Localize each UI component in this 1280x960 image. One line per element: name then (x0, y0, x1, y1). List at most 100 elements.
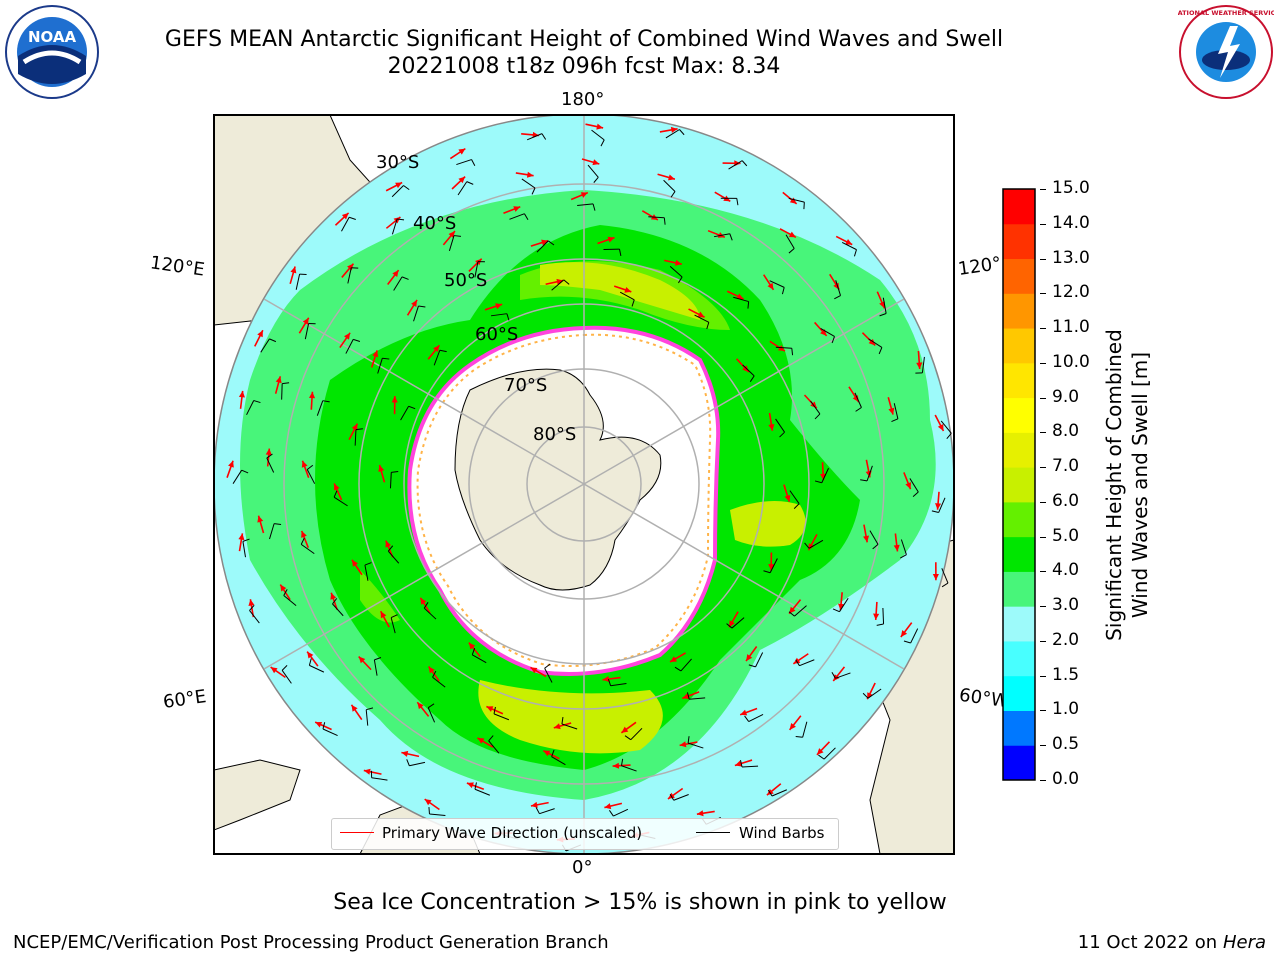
wave-arrow-head (351, 704, 358, 712)
wind-barb-flag (686, 692, 690, 700)
wind-barb-flag (253, 400, 261, 404)
colorbar-block (1003, 362, 1035, 399)
wind-barb-flag (366, 707, 374, 711)
wave-arrow-head (351, 559, 359, 567)
wind-barb (456, 159, 472, 166)
wind-barb-flag (306, 464, 314, 470)
wind-barb (591, 129, 605, 141)
wave-arrow-head (553, 723, 561, 730)
wind-barb (673, 794, 689, 801)
wind-barb (246, 400, 255, 416)
wind-barb (713, 233, 730, 238)
wave-arrow-head (541, 239, 549, 246)
wave-arrow-head (556, 278, 564, 285)
wind-barb-flag (788, 611, 795, 617)
wind-barb-flag (706, 322, 710, 330)
wind-barb-flag (804, 542, 810, 549)
colorbar-tick-label: 12.0 (1052, 282, 1090, 303)
wave-arrow-head (458, 148, 466, 155)
wind-barb (868, 338, 883, 348)
wind-barb-flag (418, 305, 426, 308)
chart-subtitle: 20221008 t18z 096h fcst Max: 8.34 (387, 54, 781, 79)
wind-barb-flag (891, 418, 899, 423)
wind-barb (775, 418, 785, 433)
wind-barb (941, 568, 949, 584)
chart-title: GEFS MEAN Antarctic Significant Height o… (164, 27, 1004, 52)
wind-barb (544, 668, 553, 683)
wind-barb (587, 164, 599, 178)
wave-arrow-head (893, 544, 900, 552)
wind-barb (488, 740, 500, 754)
wind-barb-flag (795, 659, 800, 666)
colorbar-block (1003, 328, 1035, 364)
wave-arrow-head (530, 801, 538, 808)
wave-arrow-head (767, 282, 774, 290)
wind-barb (269, 523, 275, 540)
wave-arrow-head (729, 620, 735, 628)
colorbar-tick-mark (1040, 675, 1046, 677)
colorbar-tick-label: 7.0 (1052, 456, 1080, 477)
wind-barb (869, 530, 879, 545)
colorbar-tick-mark (1040, 189, 1046, 190)
wind-barb (680, 658, 692, 672)
wind-barb-flag (397, 218, 405, 221)
wave-arrow-head (736, 293, 744, 300)
wave-arrow-head (696, 810, 704, 817)
map-legend: Primary Wave Direction (unscaled) Wind B… (331, 818, 839, 850)
colorbar-tick-label: 1.5 (1052, 664, 1080, 685)
wind-barb (665, 129, 680, 139)
wind-barb (820, 328, 835, 337)
wind-barb-flag (548, 240, 555, 246)
graticule (214, 115, 954, 854)
wave-arrow-head (257, 515, 264, 523)
wind-barb (295, 274, 301, 290)
colorbar-tick-label: 4.0 (1052, 560, 1080, 581)
wind-barb-flag (428, 806, 430, 815)
wave-arrow-head (596, 123, 604, 130)
wind-barb-flag (744, 715, 750, 722)
colorbar-tick-mark (1040, 501, 1046, 503)
wave-arrow-head (667, 174, 675, 181)
wind-barb-flag (631, 299, 635, 307)
colorbar-tick-mark (1040, 606, 1046, 608)
wind-barb (854, 392, 862, 408)
wave-arrow-head (477, 737, 485, 744)
wave-arrow-head (863, 535, 870, 543)
lat-label-30s: 30°S (376, 152, 420, 173)
wind-barb (669, 265, 683, 278)
wind-barb-flag (679, 129, 685, 136)
wind-barb (457, 181, 468, 196)
colorbar-tick-mark (1040, 397, 1046, 399)
wind-barb-flag (931, 510, 939, 513)
wind-barb-flag (814, 413, 821, 420)
wind-barb (794, 605, 807, 617)
wave-arrow-head (466, 782, 474, 789)
wind-barb (332, 603, 344, 617)
wind-barb-flag (382, 357, 390, 360)
wind-barb-flag (862, 692, 869, 699)
wind-barb-flag (349, 216, 356, 220)
footer-credit: NCEP/EMC/Verification Post Processing Pr… (13, 932, 609, 953)
colorbar-tick-mark (1040, 328, 1046, 330)
wind-barb (393, 276, 403, 291)
wind-barb-flag (663, 217, 666, 225)
colorbar-tick-label: 6.0 (1052, 490, 1080, 511)
wind-barb (316, 400, 324, 416)
wind-barb (347, 267, 352, 284)
wind-barb-flag (767, 789, 773, 797)
wind-barb (309, 664, 325, 673)
wave-arrow-head (937, 423, 944, 431)
wind-barb-flag (493, 706, 496, 714)
wind-barb-flag (900, 554, 907, 559)
wind-barb-flag (748, 664, 756, 668)
wave-arrow-head (308, 391, 316, 399)
wave-arrow-head (624, 286, 632, 293)
wind-barb-flag (541, 133, 547, 140)
wind-barb-flag (781, 287, 785, 295)
nws-logo-text: NATIONAL WEATHER SERVICE (1178, 9, 1274, 17)
wind-barb-flag (879, 313, 887, 317)
wind-barb (400, 405, 410, 421)
colorbar-tick-mark (1040, 432, 1046, 434)
colorbar-tick-mark (1040, 780, 1046, 781)
wind-barb-flag (427, 703, 435, 709)
